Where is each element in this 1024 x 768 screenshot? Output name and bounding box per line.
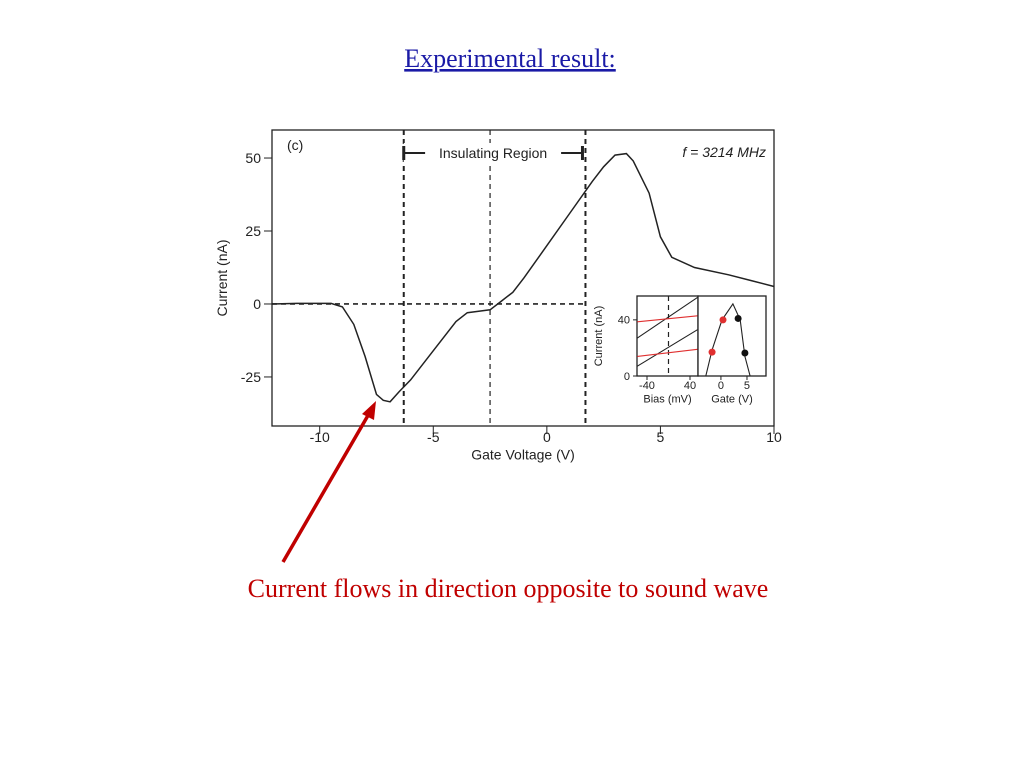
- x-tick-label: 10: [766, 429, 782, 445]
- data-point: [741, 349, 749, 357]
- data-point: [734, 314, 742, 322]
- data-point: [708, 348, 716, 356]
- x-tick-label: 5: [657, 429, 665, 445]
- y-tick-label: 50: [245, 150, 261, 166]
- data-line: [637, 329, 698, 367]
- data-point: [719, 316, 727, 324]
- y-axis-label: Current (nA): [214, 239, 230, 316]
- data-line: [637, 348, 698, 357]
- arrow-head: [362, 401, 376, 420]
- data-line: [637, 315, 698, 323]
- region-label-bg: [425, 143, 562, 163]
- region-label: Insulating Region: [439, 145, 547, 161]
- x-tick-label: -5: [427, 429, 440, 445]
- y-tick-label: 25: [245, 223, 261, 239]
- x-tick-label: 0: [718, 380, 724, 392]
- y-axis-label: Current (nA): [593, 306, 605, 367]
- frequency-label: f = 3214 MHz: [682, 144, 766, 160]
- x-tick-label: -40: [639, 380, 655, 392]
- y-tick-label: 40: [618, 315, 630, 327]
- caption: Current flows in direction opposite to s…: [248, 574, 769, 603]
- y-tick-label: -25: [241, 369, 261, 385]
- x-axis-label: Bias (mV): [643, 393, 691, 405]
- x-tick-label: 40: [684, 380, 696, 392]
- x-axis-label: Gate Voltage (V): [471, 447, 575, 463]
- y-tick-label: 0: [253, 296, 261, 312]
- x-tick-label: 5: [744, 380, 750, 392]
- y-tick-label: 0: [624, 371, 630, 383]
- data-line: [271, 152, 775, 403]
- x-tick-label: 0: [543, 429, 551, 445]
- slide-title: Experimental result:: [404, 44, 616, 73]
- arrow: [281, 411, 372, 563]
- plot-frame: [636, 295, 699, 377]
- data-line: [636, 296, 698, 339]
- x-axis-label: Gate (V): [711, 393, 753, 405]
- panel-label: (c): [287, 137, 303, 153]
- x-tick-label: -10: [310, 429, 330, 445]
